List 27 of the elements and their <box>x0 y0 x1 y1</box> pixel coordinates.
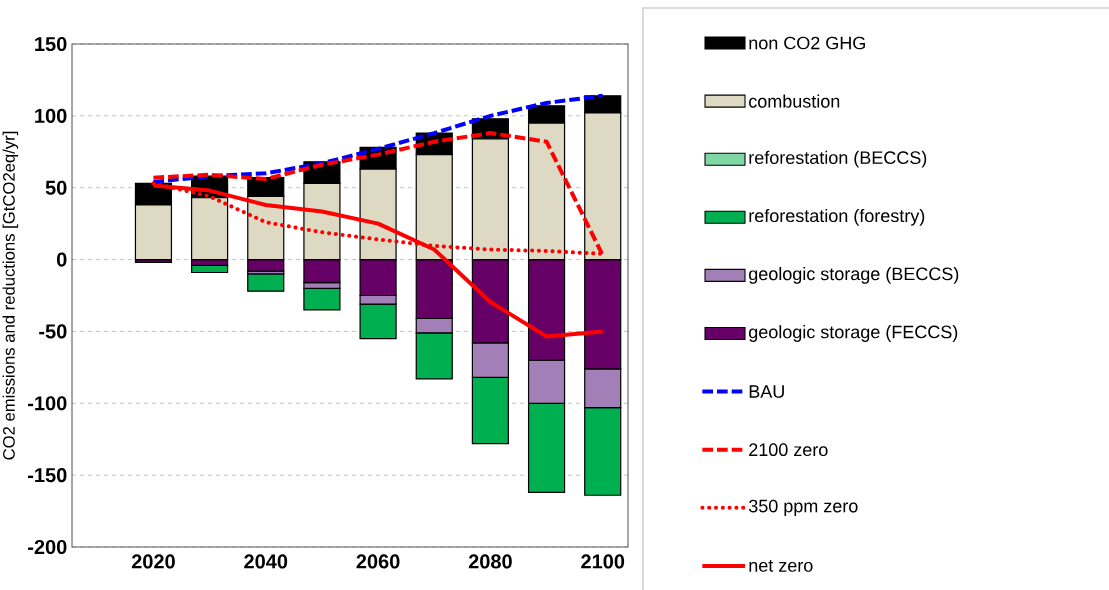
legend-label: combustion <box>749 94 840 108</box>
legend-label: geologic storage (BECCS) <box>749 267 959 284</box>
y-tick-label: 150 <box>35 36 67 52</box>
legend-label: 2100 zero <box>749 443 828 457</box>
legend-label: net zero <box>749 559 813 572</box>
legend-label: reforestation (BECCS) <box>749 150 927 168</box>
legend-label: BAU <box>749 385 784 398</box>
x-tick-label: 2040 <box>244 554 288 569</box>
x-tick-label: 2080 <box>468 554 512 569</box>
y-axis-title: CO2 emissions and reductions [GtCO2eq/yr] <box>2 131 19 460</box>
x-tick-label: 2100 <box>581 554 625 569</box>
legend-label: 350 ppm zero <box>748 499 858 516</box>
legend-label: geologic storage (FECCS) <box>749 325 958 342</box>
y-tick-label: -200 <box>28 539 67 555</box>
bar <box>247 273 285 292</box>
y-tick-label: 50 <box>45 180 67 195</box>
bar <box>303 287 341 311</box>
legend-label: non CO2 GHG <box>749 36 865 50</box>
y-tick-label: 100 <box>35 108 67 123</box>
y-tick-label: 0 <box>56 252 67 267</box>
line-series <box>151 93 605 184</box>
x-tick-label: 2020 <box>131 554 175 569</box>
x-tick-label: 2060 <box>356 554 400 569</box>
y-tick-label: -50 <box>39 324 67 339</box>
y-tick-label: -150 <box>28 468 67 483</box>
y-tick-label: -100 <box>28 396 67 411</box>
legend-label: reforestation (forestry) <box>749 208 925 226</box>
